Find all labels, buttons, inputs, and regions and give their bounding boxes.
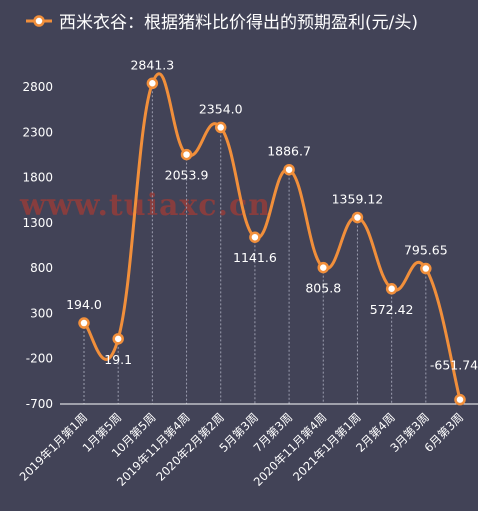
- y-tick-label: 800: [30, 261, 53, 275]
- data-point: [385, 283, 398, 295]
- data-point: [351, 211, 364, 224]
- data-label: 1359.12: [332, 192, 384, 207]
- data-label: 795.65: [404, 243, 448, 258]
- y-tick-label: 1800: [22, 171, 53, 185]
- data-point: [214, 121, 227, 134]
- data-label: 194.0: [66, 297, 102, 312]
- y-tick-label: 2800: [22, 80, 53, 94]
- data-point: [249, 231, 261, 243]
- legend: 西米衣谷：根据猪料比价得出的预期盈利(元/头): [26, 13, 418, 33]
- data-point: [180, 148, 193, 161]
- data-point: [317, 261, 330, 274]
- data-point: [454, 393, 466, 406]
- data-point: [78, 317, 90, 329]
- data-label: 1886.7: [267, 144, 311, 159]
- legend-label: 西米衣谷：根据猪料比价得出的预期盈利(元/头): [59, 13, 418, 33]
- data-label: 2053.9: [165, 168, 209, 183]
- data-point: [420, 262, 432, 275]
- series-line: [82, 72, 462, 401]
- x-axis-ticks: 2019年1月第1周1月第5周10月第5周2019年11月第4周2020年2月第…: [17, 410, 466, 489]
- data-point: [146, 77, 159, 90]
- y-tick-label: 1300: [22, 216, 53, 230]
- markers: [78, 77, 466, 406]
- x-tick-label: 2019年1月第1周: [17, 410, 90, 483]
- data-label: 805.8: [305, 281, 341, 296]
- guides: [83, 83, 461, 404]
- y-tick-label: -200: [26, 352, 53, 366]
- legend-marker-icon: [33, 15, 45, 27]
- data-point: [112, 333, 124, 345]
- data-label: 19.1: [104, 352, 132, 367]
- data-label: 2354.0: [199, 101, 243, 116]
- y-tick-label: -700: [26, 397, 53, 411]
- data-labels: 194.0 19.1 2841.3 2053.9 2354.0 1141.6 1886.7 8…: [66, 57, 478, 372]
- data-label: 1141.6: [233, 250, 277, 265]
- watermark: www.tuiaxc.cn: [19, 188, 271, 223]
- data-label: 2841.3: [130, 57, 174, 72]
- data-label: -651.74: [430, 358, 478, 373]
- y-tick-label: 2300: [22, 125, 53, 139]
- y-tick-label: 300: [30, 306, 53, 320]
- data-label: 572.42: [370, 302, 414, 317]
- y-axis-ticks: 2800 2300 1800 1300 800 300 -200 -700: [22, 80, 53, 411]
- data-point: [283, 163, 295, 176]
